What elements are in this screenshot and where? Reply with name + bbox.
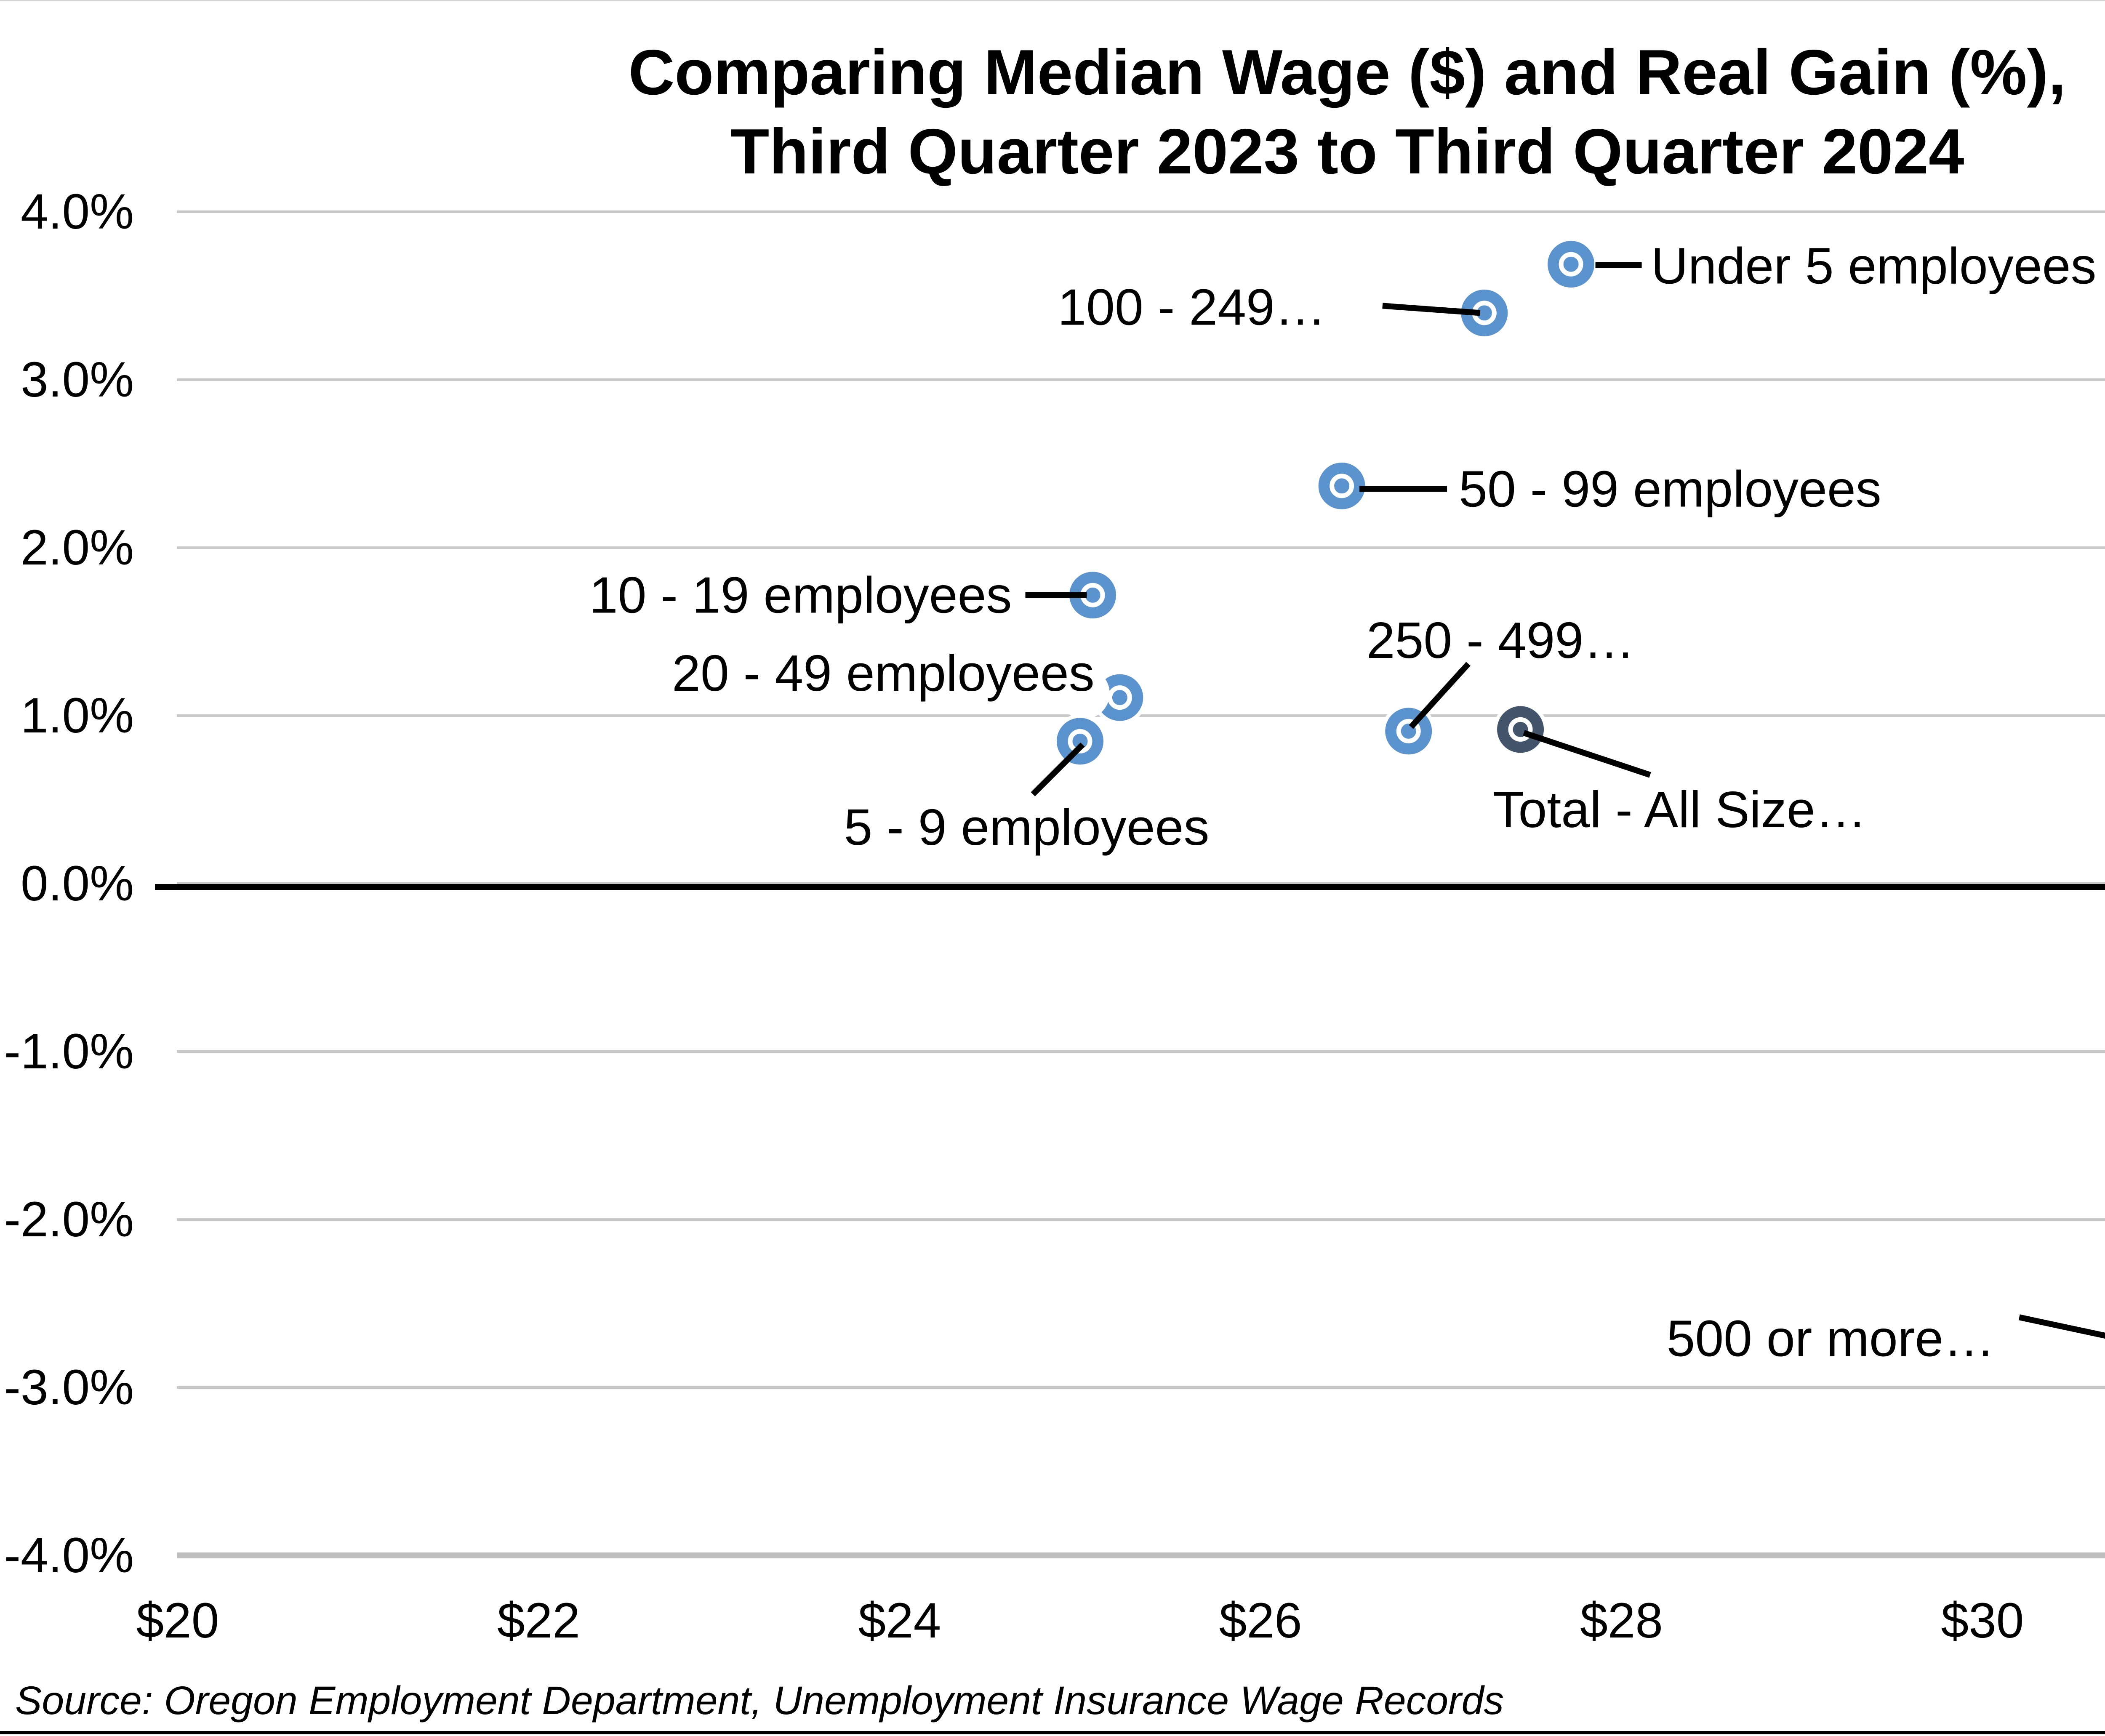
page-bottom-border <box>0 1731 2105 1734</box>
source-note: Source: Oregon Employment Department, Un… <box>15 1678 1504 1723</box>
data-point-under-5-employees <box>1544 237 1599 292</box>
data-point-ring-total-all-sizes <box>1508 717 1533 742</box>
gridline-2pct <box>177 546 2105 549</box>
data-point-5-9-employees <box>1053 714 1107 769</box>
y-tick-label--1pct: -1.0% <box>4 1024 134 1079</box>
y-tick-label--4pct: -4.0% <box>4 1528 134 1583</box>
x-tick-label-24: $24 <box>858 1593 941 1648</box>
data-point-ring-250-499-employees <box>1396 719 1421 743</box>
data-point-ring-under-5-employees <box>1559 252 1583 277</box>
data-point-label-50-99-employees: 50 - 99 employees <box>1459 460 1881 517</box>
gridline-4pct <box>177 210 2105 213</box>
leader-line-total-all-sizes <box>1523 730 1651 778</box>
data-point-label-10-19-employees: 10 - 19 employees <box>589 567 1012 624</box>
data-point-label-100-249-employees: 100 - 249… <box>1058 278 1326 335</box>
gridline--3pct <box>177 1386 2105 1389</box>
y-tick-label-2pct: 2.0% <box>21 520 134 575</box>
data-point-label-250-499-employees: 250 - 499… <box>1367 612 1635 669</box>
leader-line-500-or-more-employees <box>2018 1314 2105 1339</box>
y-tick-label--2pct: -2.0% <box>4 1192 134 1247</box>
data-point-overlap-notch-20-49-employees <box>1058 668 1110 719</box>
x-tick-label-20: $20 <box>136 1593 219 1648</box>
leader-line-5-9-employees <box>1031 742 1085 796</box>
chart-title-line2: Third Quarter 2023 to Third Quarter 2024 <box>730 116 1964 187</box>
data-point-label-20-49-employees: 20 - 49 employees <box>672 644 1095 702</box>
y-tick-label--3pct: -3.0% <box>4 1360 134 1415</box>
y-tick-label-4pct: 4.0% <box>21 184 134 240</box>
data-point-label-total-all-sizes: Total - All Size… <box>1493 781 1867 838</box>
x-tick-label-30: $30 <box>1941 1593 2024 1648</box>
gridline--4pct <box>177 1552 2105 1558</box>
y-tick-label-3pct: 3.0% <box>21 352 134 407</box>
data-point-ring-50-99-employees <box>1330 474 1354 498</box>
y-tick-label-1pct: 1.0% <box>21 688 134 743</box>
gridline-0pct <box>177 882 2105 885</box>
x-tick-label-28: $28 <box>1580 1593 1663 1648</box>
x-tick-label-26: $26 <box>1219 1593 1302 1648</box>
data-point-ring-20-49-employees <box>1107 685 1132 710</box>
leader-line-100-249-employees <box>1382 303 1481 316</box>
data-point-total-all-sizes <box>1493 702 1548 757</box>
chart-title-line1: Comparing Median Wage ($) and Real Gain … <box>629 37 2066 108</box>
gridline-3pct <box>177 378 2105 381</box>
data-point-label-under-5-employees: Under 5 employees <box>1651 237 2097 295</box>
data-point-label-500-or-more-employees: 500 or more… <box>1666 1310 1995 1367</box>
leader-line-250-499-employees <box>1409 662 1471 729</box>
data-point-label-5-9-employees: 5 - 9 employees <box>844 799 1210 856</box>
y-tick-label-0pct: 0.0% <box>21 856 134 911</box>
x-tick-label-22: $22 <box>497 1593 580 1648</box>
zero-axis-line <box>155 884 2105 890</box>
gridline--2pct <box>177 1218 2105 1221</box>
gridline-1pct <box>177 714 2105 717</box>
gridline--1pct <box>177 1050 2105 1053</box>
page-top-border <box>0 0 2105 1</box>
